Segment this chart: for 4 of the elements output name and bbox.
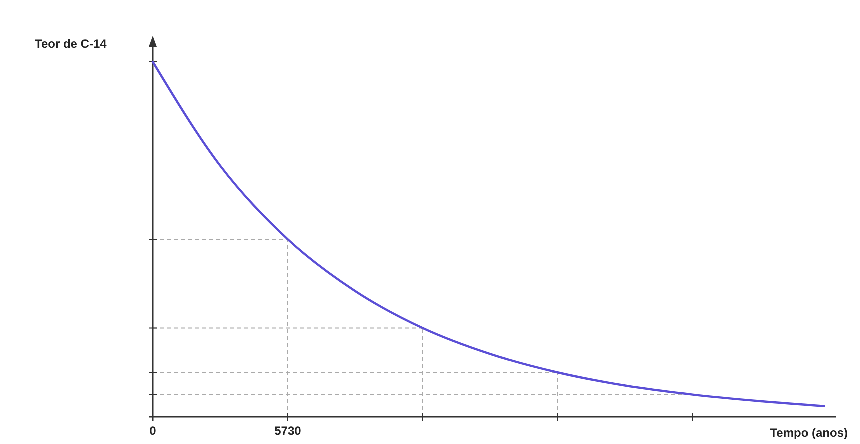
x-tick-label: 0 — [150, 424, 157, 438]
x-tick-label: 5730 — [274, 424, 302, 438]
y-axis-title: Teor de C-14 — [35, 37, 108, 51]
x-axis-title: Tempo (anos) — [770, 426, 848, 440]
